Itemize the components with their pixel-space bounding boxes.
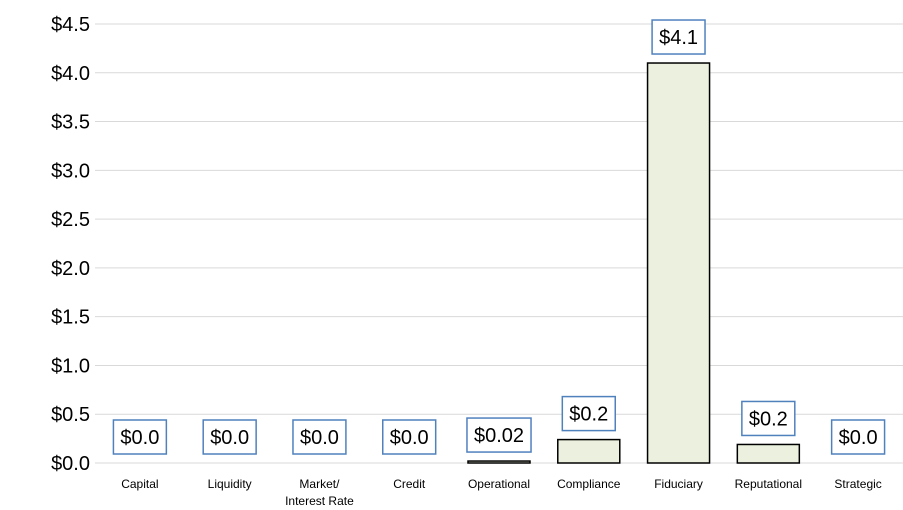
data-label-box [112,419,168,455]
bar [557,438,621,464]
data-label-box [202,419,257,455]
data-label-box [830,419,886,455]
y-tick-label: $2.5 [51,209,90,231]
x-tick-label: Compliance [557,477,621,491]
y-tick-label: $2.0 [51,258,90,280]
bar [646,62,711,464]
y-tick-label: $1.5 [51,307,90,329]
data-label-box [292,419,347,455]
y-tick-label: $4.5 [51,14,90,36]
data-label: $0.2 [749,408,788,430]
y-tick-label: $4.0 [51,63,90,85]
data-label: $0.2 [569,404,608,426]
x-tick-label: Fiduciary [654,477,703,491]
x-tick-label: Operational [467,477,531,491]
data-label: $0.02 [474,425,524,447]
data-label: $0.0 [120,427,159,449]
x-tick-label: Strategic [834,477,882,491]
data-label-box [561,395,616,432]
data-label: $0.0 [839,427,878,449]
x-tick-label: Liquidity [207,477,252,491]
data-label: $0.0 [390,427,429,449]
data-label-box [651,19,706,55]
data-label: $0.0 [210,427,249,449]
y-tick-label: $0.5 [51,404,90,426]
x-tick-label: Capital [121,477,159,491]
bar [736,443,801,464]
x-tick-label: Market/ Interest Rate [285,477,354,508]
y-tick-label: $0.0 [51,453,90,475]
y-tick-label: $3.5 [51,112,90,134]
x-tick-label: Credit [393,477,426,491]
y-tick-label: $1.0 [51,355,90,377]
data-label-box [382,419,437,455]
y-tick-label: $3.0 [51,160,90,182]
bar [467,460,531,464]
data-label: $0.0 [300,427,339,449]
data-label: $4.1 [659,27,698,49]
x-tick-label: Reputational [734,477,803,491]
data-label-box [466,417,532,453]
data-label-box [741,400,796,437]
